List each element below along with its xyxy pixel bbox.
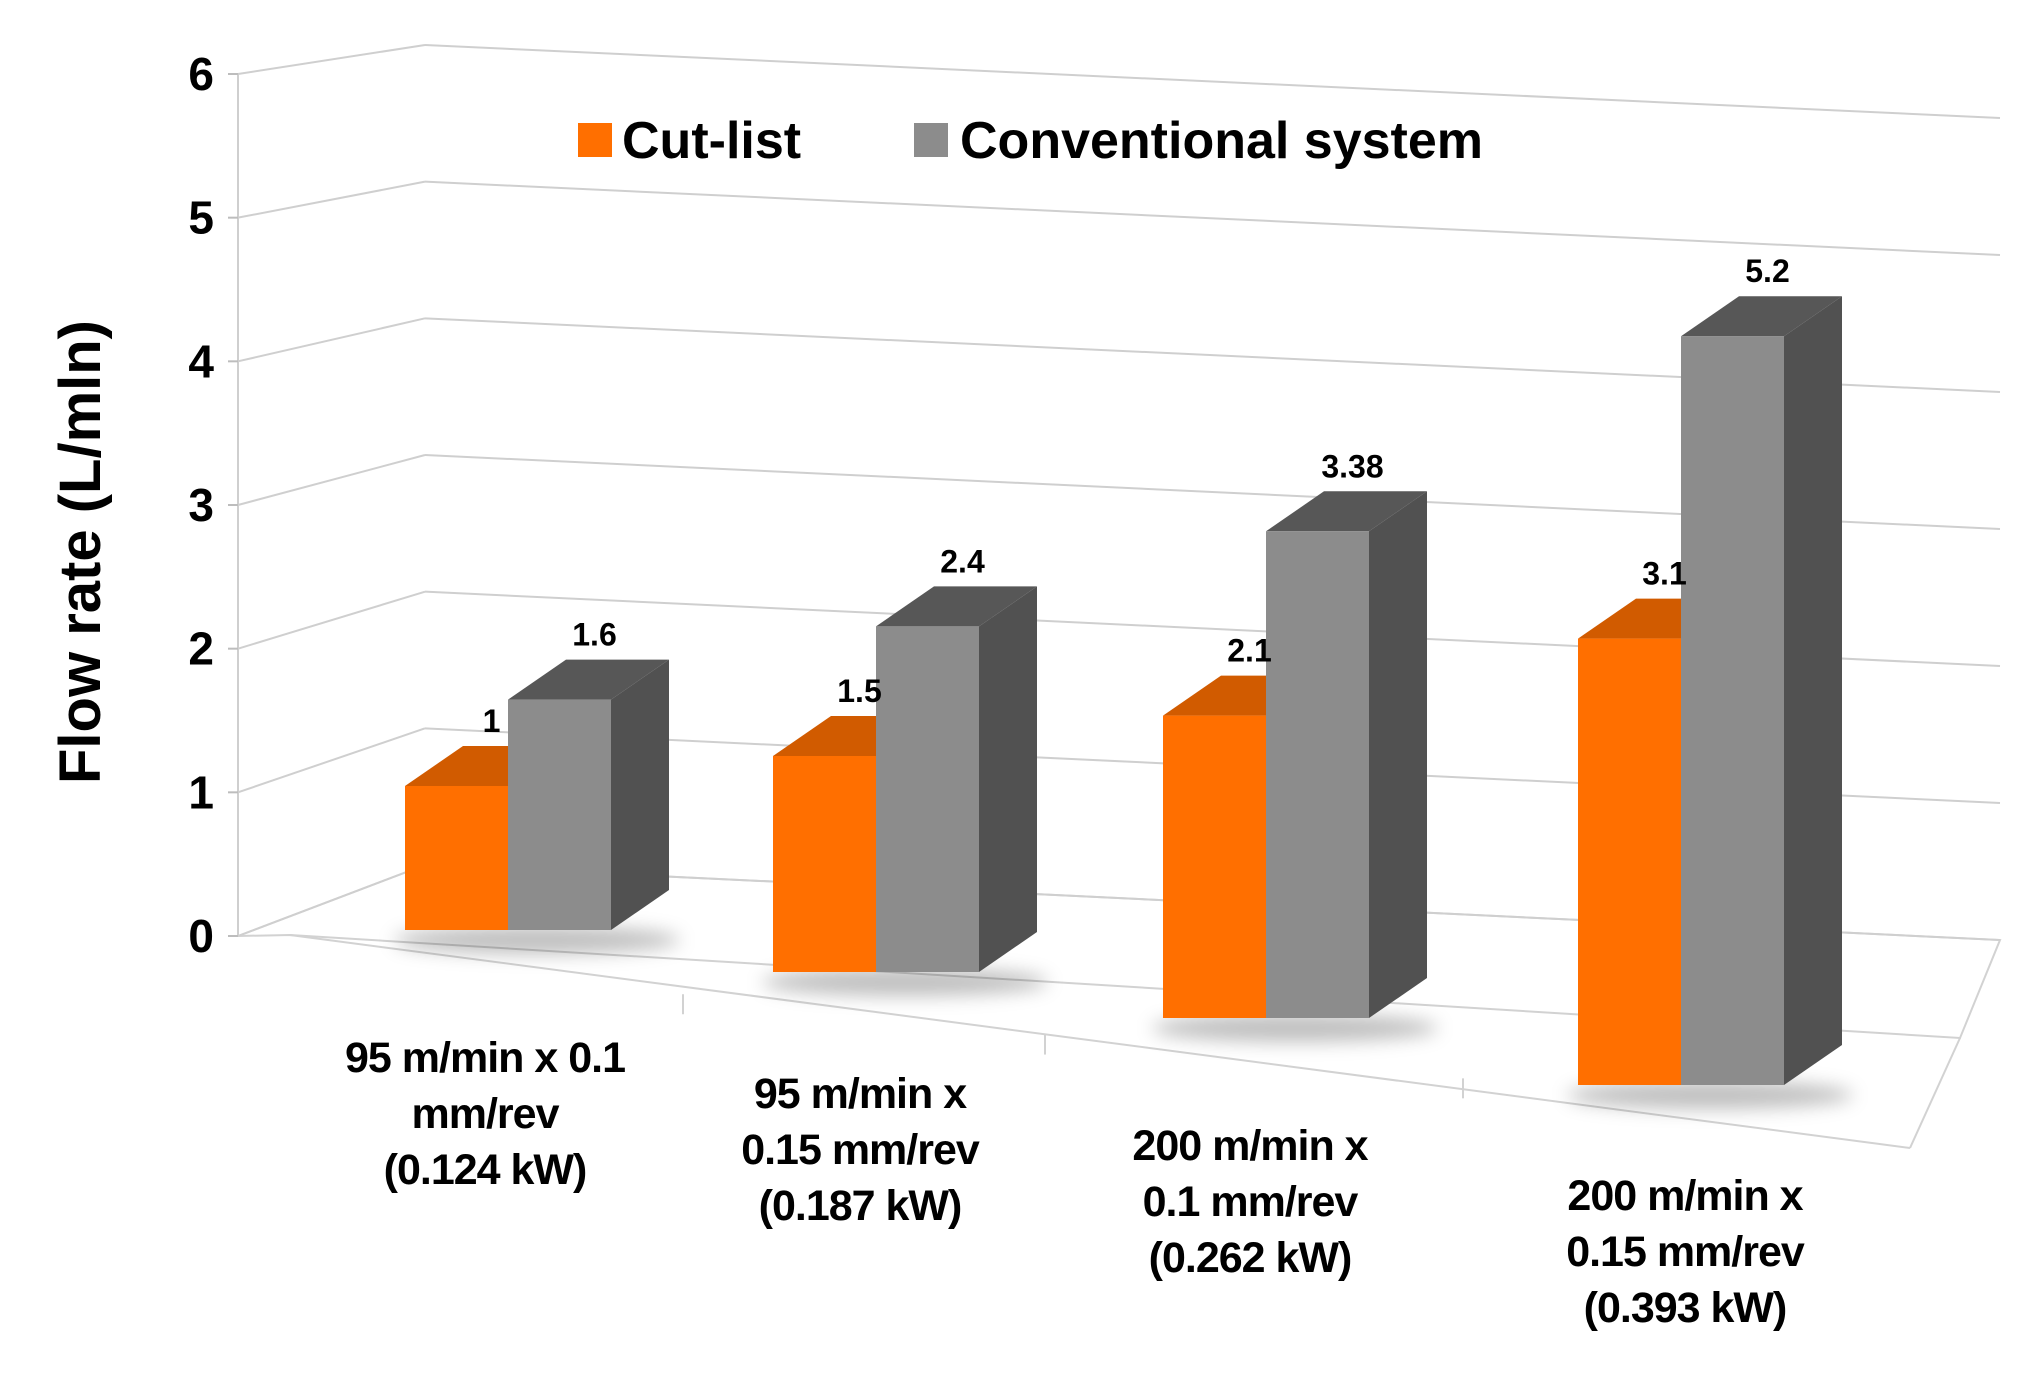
y-tick-label: 4: [188, 335, 214, 387]
x-tick-label-line: (0.124 kW): [384, 1146, 587, 1194]
bar-shadow: [1567, 1081, 1853, 1109]
bar-shadows: [394, 926, 1853, 1109]
x-tick-label-3: 200 m/min x 0.1 mm/rev (0.262 kW): [1132, 1122, 1368, 1282]
bar-conventional-system-4-side: [1784, 296, 1842, 1085]
bar-shadow: [762, 968, 1048, 996]
bar-conventional-system-2-front: [876, 626, 979, 972]
bar-conventional-system-1-side: [611, 659, 669, 930]
gridline-side: [237, 727, 426, 794]
gridline-side: [237, 590, 426, 650]
bar-cut-list-4-front: [1578, 638, 1681, 1085]
legend-swatch-cut-list: [578, 123, 612, 157]
bar-conventional-system-2-side: [979, 586, 1037, 972]
data-label-bar-conventional-system-3: 3.38: [1321, 448, 1383, 484]
x-tick-label-1: 95 m/min x 0.1 mm/rev (0.124 kW): [345, 1034, 625, 1194]
bar-conventional-system-3-top: [1266, 491, 1427, 532]
floor-front-edge: [289, 934, 1911, 1149]
gridline-side: [237, 317, 426, 363]
bar-conventional-system-1-front: [508, 699, 611, 930]
bar-shadow: [394, 926, 680, 954]
x-tick-label-line: (0.393 kW): [1584, 1284, 1787, 1332]
data-label-bar-cut-list-1: 1: [483, 703, 501, 739]
x-tick-label-line: (0.262 kW): [1149, 1234, 1352, 1282]
y-axis-ticks: 0 1 2 3 4 5 6: [188, 48, 238, 962]
data-label-bar-conventional-system-2: 2.4: [940, 543, 985, 579]
bar-conventional-system-1: [508, 659, 669, 930]
bar-conventional-system-1-top: [508, 659, 669, 700]
y-axis-title: Flow rate (L/mln): [48, 320, 113, 784]
gridline-side: [237, 180, 426, 219]
gridline: [424, 44, 2001, 119]
bar-conventional-system-3: [1266, 491, 1427, 1018]
gridline-side: [237, 44, 426, 75]
data-label-bar-cut-list-3: 2.1: [1227, 633, 1271, 669]
legend-swatch-conventional-system: [914, 123, 948, 157]
y-tick-label: 6: [188, 48, 214, 100]
bar-conventional-system-4: [1681, 296, 1842, 1085]
bar-conventional-system-4-front: [1681, 336, 1784, 1085]
x-tick-label-line: 200 m/min x: [1132, 1122, 1368, 1170]
y-tick-label: 2: [188, 623, 214, 675]
bar-conventional-system-3-side: [1369, 491, 1427, 1018]
x-tick-label-4: 200 m/min x 0.15 mm/rev (0.393 kW): [1566, 1172, 1805, 1332]
bar-shadow: [1152, 1014, 1438, 1042]
bar-cut-list-1-front: [405, 786, 508, 930]
legend-label-conventional-system: Conventional system: [960, 112, 1483, 170]
data-label-bar-conventional-system-1: 1.6: [572, 617, 616, 653]
y-tick-label: 1: [188, 766, 214, 818]
gridline-side: [237, 864, 426, 937]
x-tick-label-line: 0.1 mm/rev: [1143, 1178, 1359, 1226]
floor-right-edge: [1909, 1037, 1961, 1149]
legend-label-cut-list: Cut-list: [622, 112, 801, 170]
bar-cut-list-2-front: [773, 756, 876, 972]
data-label-bar-conventional-system-4: 5.2: [1745, 253, 1789, 289]
bar-conventional-system-4-top: [1681, 296, 1842, 337]
gridline: [424, 180, 2001, 256]
x-tick-label-line: 0.15 mm/rev: [741, 1126, 980, 1174]
y-tick-label: 0: [188, 910, 214, 962]
gridline-side: [237, 454, 426, 506]
data-labels: 1 1.6 1.5 2.4 2.1 3.38 3.1 5.2: [483, 253, 1790, 739]
legend: Cut-list Conventional system: [578, 112, 1483, 170]
bar-cut-list-3-front: [1163, 715, 1266, 1018]
data-label-bar-cut-list-4: 3.1: [1642, 556, 1686, 592]
data-label-bar-cut-list-2: 1.5: [837, 673, 881, 709]
bar-conventional-system-2-top: [876, 586, 1037, 627]
bars: [405, 296, 1842, 1085]
x-tick-label-2: 95 m/min x 0.15 mm/rev (0.187 kW): [741, 1070, 980, 1230]
x-tick-label-line: mm/rev: [412, 1090, 560, 1138]
x-axis-ticks: 95 m/min x 0.1 mm/rev (0.124 kW)95 m/min x…: [345, 994, 1806, 1332]
x-tick-label-line: 200 m/min x: [1567, 1172, 1803, 1220]
bar-conventional-system-3-front: [1266, 531, 1369, 1018]
bar-conventional-system-2: [876, 586, 1037, 972]
x-tick-label-line: (0.187 kW): [759, 1182, 962, 1230]
y-tick-label: 3: [188, 479, 214, 531]
x-tick-label-line: 95 m/min x 0.1: [345, 1034, 625, 1082]
x-tick-label-line: 95 m/min x: [754, 1070, 967, 1118]
x-tick-label-line: 0.15 mm/rev: [1566, 1228, 1805, 1276]
y-tick-label: 5: [188, 192, 214, 244]
